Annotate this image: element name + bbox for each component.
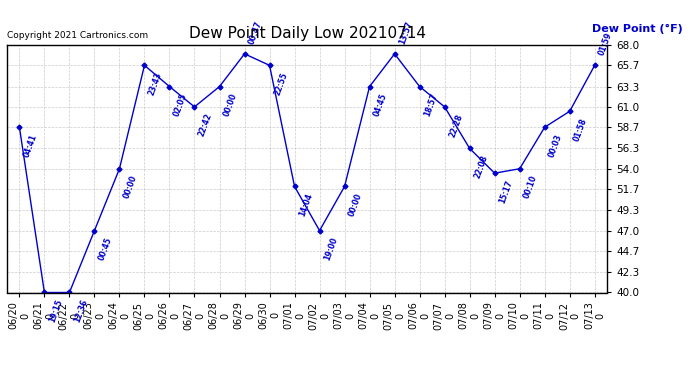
- Text: 22:55: 22:55: [273, 71, 289, 96]
- Text: 00:45: 00:45: [97, 236, 114, 262]
- Text: 00:00: 00:00: [222, 92, 239, 118]
- Text: 22:08: 22:08: [473, 154, 489, 180]
- Text: 19:00: 19:00: [322, 236, 339, 262]
- Text: 22:42: 22:42: [197, 112, 214, 138]
- Text: 19:15: 19:15: [47, 298, 64, 324]
- Text: 00:03: 00:03: [547, 133, 564, 159]
- Title: Dew Point Daily Low 20210714: Dew Point Daily Low 20210714: [188, 26, 426, 41]
- Text: 00:00: 00:00: [347, 192, 364, 218]
- Text: Copyright 2021 Cartronics.com: Copyright 2021 Cartronics.com: [7, 31, 148, 40]
- Text: Dew Point (°F): Dew Point (°F): [592, 24, 683, 34]
- Text: 02:05: 02:05: [172, 92, 189, 118]
- Text: 04:45: 04:45: [373, 92, 389, 118]
- Text: 15:17: 15:17: [497, 179, 514, 204]
- Text: 12:36: 12:36: [72, 298, 89, 324]
- Text: 22:28: 22:28: [447, 112, 464, 138]
- Text: 00:10: 00:10: [522, 174, 539, 200]
- Text: 14:04: 14:04: [297, 192, 314, 218]
- Text: 18:57: 18:57: [422, 92, 439, 118]
- Text: 23:43: 23:43: [147, 71, 164, 97]
- Text: 00:47: 00:47: [247, 20, 264, 45]
- Text: 04:41: 04:41: [22, 133, 39, 159]
- Text: 00:00: 00:00: [122, 174, 139, 200]
- Text: 01:59: 01:59: [598, 32, 614, 57]
- Text: 13:57: 13:57: [397, 20, 414, 45]
- Text: 01:58: 01:58: [573, 117, 589, 142]
